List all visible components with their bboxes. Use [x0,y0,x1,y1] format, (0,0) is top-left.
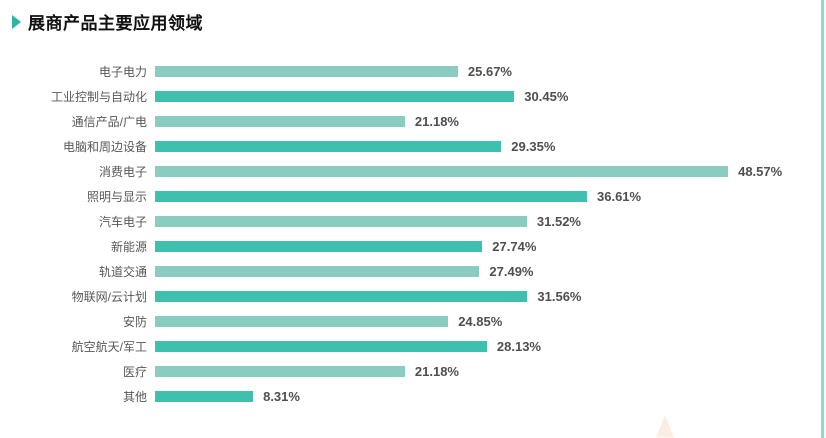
title-triangle-icon [12,14,21,29]
chart-row: 安防 24.85% [0,309,800,334]
chart-row: 消费电子 48.57% [0,159,800,184]
chart-row: 工业控制与自动化 30.45% [0,84,800,109]
bar [155,141,502,152]
right-edge-rule [821,0,824,438]
bar-track: 28.13% [155,339,745,354]
chart-row: 其他 8.31% [0,384,800,409]
value-label: 21.18% [414,114,459,129]
category-label: 照明与显示 [86,190,147,204]
bar [155,116,405,127]
bar-track: 25.67% [155,64,745,79]
category-label: 其他 [122,390,147,404]
bar-chart: 电子电力 25.67% 工业控制与自动化 30.45% 通信产品/广电 21.1… [0,59,800,409]
chart-row: 电脑和周边设备 29.35% [0,134,800,159]
category-label: 医疗 [122,365,147,379]
bar-track: 8.31% [155,389,745,404]
bar [155,91,515,102]
value-label: 36.61% [597,189,642,204]
category-label: 通信产品/广电 [71,115,147,129]
chart-row: 医疗 21.18% [0,359,800,384]
bar [155,241,483,252]
chart-row: 电子电力 25.67% [0,59,800,84]
bar [155,291,528,302]
bar [155,316,449,327]
bar [155,216,527,227]
value-label: 8.31% [263,389,300,404]
bar [155,341,487,352]
value-label: 31.52% [536,214,581,229]
category-label: 安防 [122,315,147,329]
value-label: 21.18% [414,364,459,379]
bar [155,166,729,177]
value-label: 48.57% [738,164,783,179]
value-label: 27.74% [492,239,537,254]
bar-track: 48.57% [155,164,782,179]
bar [155,66,458,77]
value-label: 25.67% [467,64,512,79]
value-label: 24.85% [458,314,503,329]
category-label: 电脑和周边设备 [62,140,147,154]
bar [155,391,254,402]
chart-row: 照明与显示 36.61% [0,184,800,209]
category-label: 物联网/云计划 [71,290,147,304]
category-label: 汽车电子 [98,215,147,229]
chart-row: 轨道交通 27.49% [0,259,800,284]
category-label: 工业控制与自动化 [50,90,147,104]
decorative-peach-shape [655,415,675,438]
chart-row: 物联网/云计划 31.56% [0,284,800,309]
bar-track: 31.56% [155,289,745,304]
value-label: 27.49% [489,264,534,279]
bar-track: 31.52% [155,214,745,229]
category-label: 轨道交通 [98,265,147,279]
category-label: 电子电力 [98,65,147,79]
value-label: 28.13% [496,339,541,354]
chart-row: 通信产品/广电 21.18% [0,109,800,134]
bar-track: 27.74% [155,239,745,254]
bar-track: 36.61% [155,189,745,204]
bar [155,366,405,377]
category-label: 新能源 [110,240,147,254]
bar-track: 29.35% [155,139,745,154]
chart-row: 航空航天/军工 28.13% [0,334,800,359]
category-label: 消费电子 [98,165,147,179]
value-label: 31.56% [537,289,582,304]
bar-track: 21.18% [155,364,745,379]
page-title: 展商产品主要应用领域 [28,14,203,33]
value-label: 29.35% [511,139,556,154]
category-label: 航空航天/军工 [71,340,147,354]
bar [155,266,480,277]
value-label: 30.45% [524,89,569,104]
chart-header: 展商产品主要应用领域 [12,9,203,34]
bar-track: 30.45% [155,89,745,104]
bar-track: 21.18% [155,114,745,129]
bar-track: 24.85% [155,314,745,329]
chart-row: 汽车电子 31.52% [0,209,800,234]
bar-track: 27.49% [155,264,745,279]
chart-row: 新能源 27.74% [0,234,800,259]
bar [155,191,587,202]
